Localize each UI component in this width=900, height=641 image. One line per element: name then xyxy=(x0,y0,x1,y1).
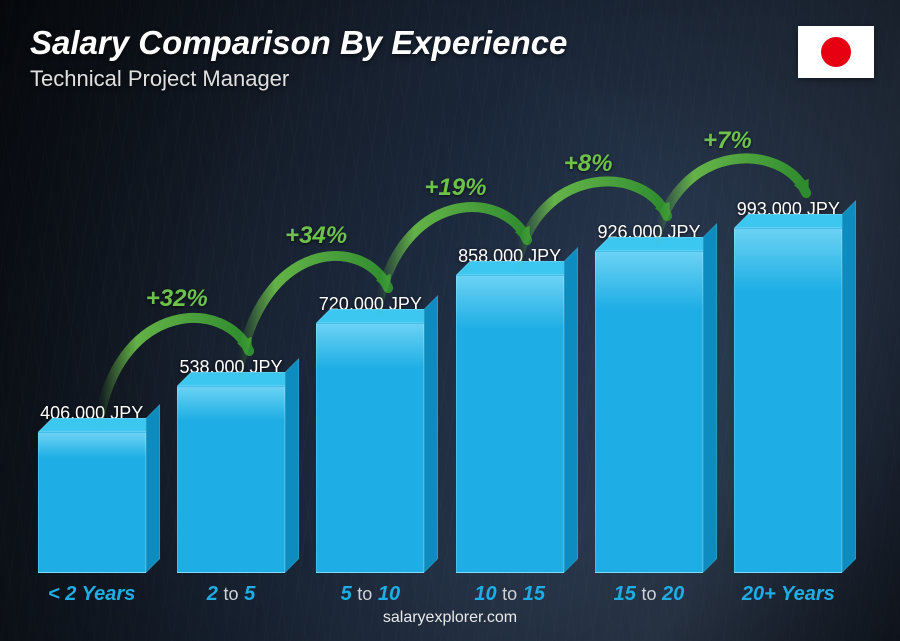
bar-column: 926,000 JPY15 to 20 xyxy=(587,222,710,573)
bar xyxy=(38,432,146,573)
pct-increase-label: +32% xyxy=(146,285,208,313)
bar xyxy=(316,323,424,573)
footer-attribution: salaryexplorer.com xyxy=(0,609,900,627)
pct-increase-label: +7% xyxy=(703,127,752,155)
pct-increase-label: +34% xyxy=(285,222,347,250)
x-category-label: 20+ Years xyxy=(702,583,875,606)
bar xyxy=(595,251,703,573)
pct-increase-label: +8% xyxy=(564,150,613,178)
bar-column: 720,000 JPY5 to 10 xyxy=(309,294,432,573)
bar-column: 406,000 JPY< 2 Years xyxy=(30,403,153,573)
bar xyxy=(456,275,564,573)
japan-flag xyxy=(798,26,874,78)
bar-column: 858,000 JPY10 to 15 xyxy=(448,246,571,573)
bar xyxy=(177,386,285,573)
flag-circle-icon xyxy=(821,37,851,67)
pct-increase-label: +19% xyxy=(424,174,486,202)
chart-subtitle: Technical Project Manager xyxy=(30,66,289,92)
bar-column: 993,000 JPY20+ Years xyxy=(727,199,850,573)
bar-chart: 406,000 JPY< 2 Years538,000 JPY2 to 5720… xyxy=(30,103,850,573)
chart-title: Salary Comparison By Experience xyxy=(30,24,567,62)
bar xyxy=(734,228,842,573)
bar-column: 538,000 JPY2 to 5 xyxy=(169,357,292,573)
